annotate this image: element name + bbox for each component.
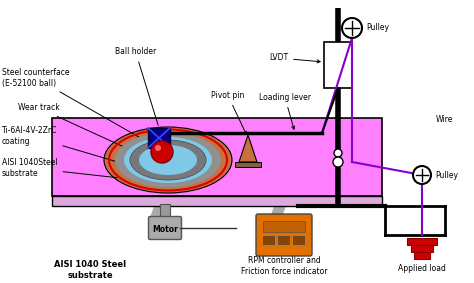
FancyBboxPatch shape <box>256 214 312 256</box>
Text: Applied load: Applied load <box>398 264 446 273</box>
Circle shape <box>333 157 343 167</box>
Text: Pulley: Pulley <box>366 23 389 33</box>
Text: Pivot pin: Pivot pin <box>211 91 246 134</box>
Ellipse shape <box>115 132 221 188</box>
Text: Steel counterface
(E-52100 ball): Steel counterface (E-52100 ball) <box>2 68 155 147</box>
Circle shape <box>334 149 342 157</box>
Polygon shape <box>52 196 382 206</box>
Bar <box>160 204 170 218</box>
Circle shape <box>413 166 431 184</box>
Text: RPM controller and
Friction force indicator: RPM controller and Friction force indica… <box>241 256 327 276</box>
FancyBboxPatch shape <box>148 216 182 239</box>
Bar <box>278 236 289 244</box>
Bar <box>263 236 274 244</box>
Bar <box>263 221 305 232</box>
Text: Ti-6Al-4V-2ZrC
coating: Ti-6Al-4V-2ZrC coating <box>2 126 136 167</box>
Polygon shape <box>52 118 382 196</box>
Bar <box>293 236 304 244</box>
Bar <box>414 252 430 259</box>
Ellipse shape <box>130 140 206 180</box>
Text: Pulley: Pulley <box>435 170 458 179</box>
Text: Ball holder: Ball holder <box>115 48 158 125</box>
Polygon shape <box>239 135 257 162</box>
Text: AISI 1040 Steel
substrate: AISI 1040 Steel substrate <box>54 260 126 280</box>
Bar <box>407 238 437 245</box>
Bar <box>324 42 352 88</box>
Text: LVDT: LVDT <box>269 53 320 63</box>
Circle shape <box>151 141 173 163</box>
Circle shape <box>155 145 161 151</box>
Text: Motor: Motor <box>152 224 178 233</box>
Circle shape <box>342 18 362 38</box>
Text: Loading lever: Loading lever <box>259 93 311 129</box>
Bar <box>411 245 433 252</box>
Text: AISI 1040Steel
substrate: AISI 1040Steel substrate <box>2 158 117 178</box>
Bar <box>148 128 170 148</box>
Text: Wear track: Wear track <box>18 104 146 157</box>
Text: Wire: Wire <box>436 115 453 125</box>
Bar <box>235 162 261 167</box>
Ellipse shape <box>139 145 197 175</box>
Ellipse shape <box>104 127 232 193</box>
Ellipse shape <box>124 137 212 183</box>
